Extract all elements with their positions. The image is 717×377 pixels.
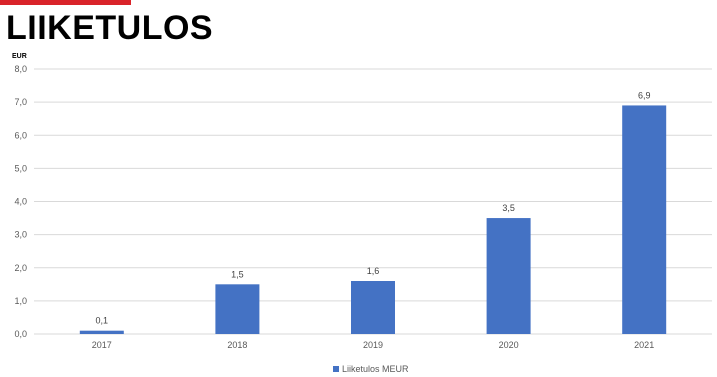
y-tick-label: 7,0 — [14, 97, 27, 107]
legend: Liiketulos MEUR — [333, 364, 409, 374]
bar-2018 — [215, 284, 260, 334]
y-axis-unit-label: EUR — [12, 53, 27, 60]
y-tick-label: 8,0 — [14, 64, 27, 74]
x-tick-label-2020: 2020 — [499, 340, 519, 350]
x-tick-label-2019: 2019 — [363, 340, 383, 350]
top-accent-bar — [0, 0, 131, 5]
legend-label: Liiketulos MEUR — [342, 364, 409, 374]
y-tick-label: 4,0 — [14, 197, 27, 207]
bar-2019 — [351, 281, 395, 334]
bar-2020 — [486, 218, 531, 334]
y-tick-label: 0,0 — [14, 329, 27, 339]
page-title: LIIKETULOS — [6, 9, 214, 47]
gridlines — [34, 68, 712, 335]
y-tick-label: 2,0 — [14, 263, 27, 273]
data-labels: 0,1 1,5 1,6 3,5 6,9 — [96, 90, 651, 325]
y-tick-label: 3,0 — [14, 230, 27, 240]
x-axis-ticks: 2017 2018 2019 2020 2021 — [92, 340, 654, 350]
x-tick-label-2018: 2018 — [227, 340, 247, 350]
data-label-2020: 3,5 — [502, 203, 515, 213]
y-tick-label: 5,0 — [14, 163, 27, 173]
bar-2017 — [79, 330, 124, 334]
legend-swatch — [333, 366, 339, 372]
bar-2021 — [622, 105, 667, 334]
data-label-2018: 1,5 — [231, 269, 244, 279]
y-tick-label: 6,0 — [14, 130, 27, 140]
data-label-2017: 0,1 — [96, 316, 109, 326]
x-tick-label-2021: 2021 — [634, 340, 654, 350]
y-tick-label: 1,0 — [14, 296, 27, 306]
bars — [79, 105, 667, 334]
y-axis-ticks: 0,0 1,0 2,0 3,0 4,0 5,0 6,0 7,0 8,0 — [14, 64, 27, 339]
x-tick-label-2017: 2017 — [92, 340, 112, 350]
data-label-2019: 1,6 — [367, 266, 380, 276]
data-label-2021: 6,9 — [638, 90, 651, 100]
